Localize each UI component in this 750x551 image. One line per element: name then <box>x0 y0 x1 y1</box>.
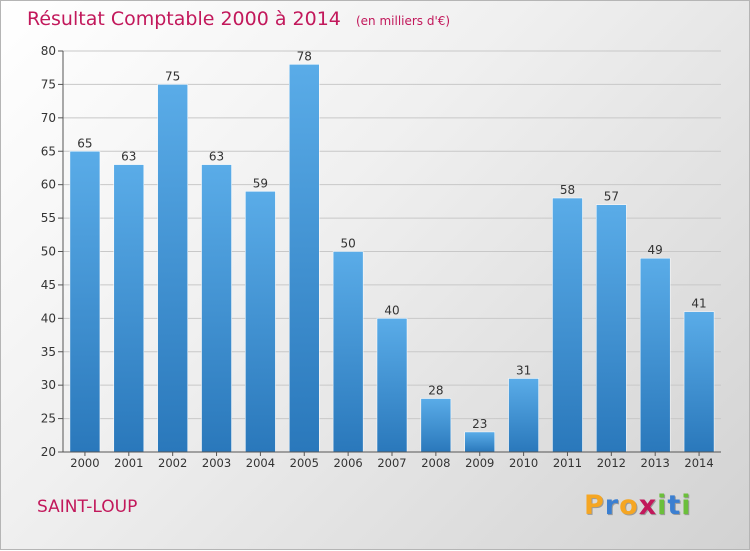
logo-letter: i <box>657 490 668 521</box>
data-label: 41 <box>691 297 706 311</box>
bar <box>596 204 627 453</box>
bar <box>157 84 188 453</box>
x-tick-label: 2000 <box>70 456 99 470</box>
proxiti-logo: Proxiti <box>584 490 692 521</box>
x-tick-label: 2004 <box>246 456 275 470</box>
data-label: 57 <box>604 190 619 204</box>
y-tick-label: 25 <box>41 412 56 426</box>
title-line: Résultat Comptable 2000 à 2014 (en milli… <box>27 8 450 30</box>
y-tick-label: 65 <box>41 144 56 158</box>
chart-title: Résultat Comptable 2000 à 2014 <box>27 8 341 30</box>
y-tick-label: 55 <box>41 211 56 225</box>
x-tick-label: 2014 <box>684 456 713 470</box>
logo-letter: x <box>638 490 658 521</box>
y-tick-label: 75 <box>41 77 56 91</box>
data-label: 63 <box>121 150 136 164</box>
data-label: 58 <box>560 183 575 197</box>
x-tick-label: 2008 <box>421 456 450 470</box>
data-label: 49 <box>648 243 663 257</box>
x-tick-label: 2003 <box>202 456 231 470</box>
x-tick-label: 2002 <box>158 456 187 470</box>
logo-letter: r <box>604 490 620 521</box>
data-label: 40 <box>384 303 399 317</box>
y-tick-label: 70 <box>41 111 56 125</box>
logo-letter: o <box>619 490 639 521</box>
x-tick-label: 2006 <box>333 456 362 470</box>
bar <box>639 257 671 453</box>
y-tick-label: 30 <box>41 378 56 392</box>
bar <box>201 164 232 453</box>
data-label: 28 <box>428 384 443 398</box>
x-tick-label: 2011 <box>553 456 582 470</box>
data-label: 23 <box>472 417 487 431</box>
chart-subtitle: (en milliers d'€) <box>355 14 451 28</box>
logo-letter: t <box>667 490 682 521</box>
x-tick-label: 2005 <box>290 456 319 470</box>
bar <box>464 431 495 453</box>
bar <box>245 191 276 453</box>
x-tick-label: 2007 <box>377 456 406 470</box>
y-tick-label: 20 <box>41 445 56 459</box>
data-label: 75 <box>165 69 180 83</box>
bar <box>289 64 320 453</box>
bar <box>420 398 452 453</box>
x-tick-label: 2009 <box>465 456 494 470</box>
y-tick-label: 60 <box>41 178 56 192</box>
bar <box>113 164 145 453</box>
x-tick-label: 2013 <box>641 456 670 470</box>
bar-layer <box>69 64 715 453</box>
x-tick-label: 2001 <box>114 456 143 470</box>
data-label: 50 <box>340 237 355 251</box>
place-name: SAINT-LOUP <box>37 497 138 517</box>
x-tick-label: 2010 <box>509 456 538 470</box>
y-tick-label: 50 <box>41 245 56 259</box>
bar <box>552 197 583 453</box>
logo-letter: i <box>681 490 692 521</box>
bar <box>332 251 364 453</box>
data-label: 65 <box>77 136 92 150</box>
y-tick-label: 45 <box>41 278 56 292</box>
data-label: 31 <box>516 363 531 377</box>
logo-letter: P <box>584 490 605 521</box>
bar <box>508 378 539 453</box>
bar <box>376 318 408 453</box>
label-layer: 65 2000 63 2001 75 2002 63 2003 59 2004 78 2005 50 20… <box>70 49 713 470</box>
bar <box>69 151 101 453</box>
y-tick-label: 80 <box>41 44 56 58</box>
y-tick-label: 35 <box>41 345 56 359</box>
data-label: 59 <box>253 176 268 190</box>
axis-layer: 20 25 30 35 40 45 50 55 60 65 70 75 80 <box>41 44 721 459</box>
y-tick-label: 40 <box>41 311 56 325</box>
data-label: 78 <box>297 49 312 63</box>
bar <box>683 311 715 453</box>
x-tick-label: 2012 <box>597 456 626 470</box>
data-label: 63 <box>209 150 224 164</box>
